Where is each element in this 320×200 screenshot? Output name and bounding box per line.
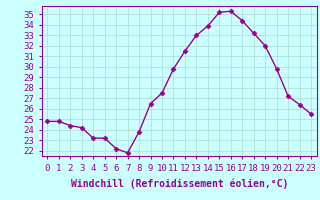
X-axis label: Windchill (Refroidissement éolien,°C): Windchill (Refroidissement éolien,°C) [70,178,288,189]
